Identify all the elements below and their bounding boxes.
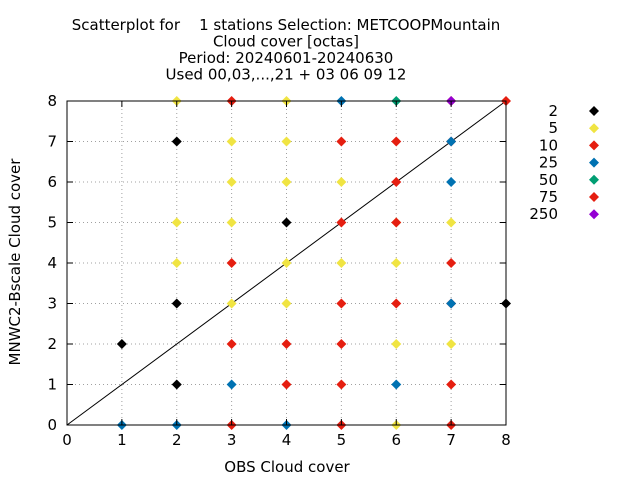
- y-tick-label: 4: [47, 254, 57, 272]
- legend-label: 5: [548, 119, 558, 137]
- chart-title: Scatterplot for 1 stations Selection: ME…: [72, 16, 501, 84]
- x-tick-label: 0: [62, 431, 72, 449]
- data-point-2: [171, 379, 182, 390]
- data-point-2: [116, 339, 127, 349]
- data-point-5: [226, 217, 237, 228]
- data-point-25: [391, 379, 402, 390]
- y-axis-label: MNWC2-Bscale Cloud cover: [6, 158, 24, 366]
- data-point-5: [336, 177, 347, 187]
- data-points: [116, 96, 511, 430]
- x-tick-labels: 0 1 2 3 4 5 6 7 8: [62, 431, 511, 449]
- data-point-10: [446, 379, 457, 390]
- data-point-25: [446, 136, 457, 147]
- data-point-5: [446, 339, 457, 349]
- data-point-5: [446, 217, 457, 228]
- title-line-3: Period: 20240601-20240630: [179, 49, 394, 67]
- data-point-75: [391, 177, 402, 187]
- x-tick-label: 4: [282, 431, 292, 449]
- data-point-10: [391, 298, 402, 309]
- x-tick-label: 2: [172, 431, 182, 449]
- legend-marker: [589, 140, 599, 151]
- y-tick-label: 7: [47, 133, 57, 151]
- data-point-2: [281, 217, 292, 228]
- data-point-5: [226, 298, 237, 309]
- x-tick-label: 5: [337, 431, 347, 449]
- title-line-2: Cloud cover [octas]: [213, 33, 359, 51]
- data-point-10: [226, 339, 237, 349]
- x-tick-label: 7: [446, 431, 456, 449]
- x-tick-label: 8: [501, 431, 511, 449]
- y-tick-label: 8: [47, 92, 57, 110]
- data-point-10: [336, 339, 347, 349]
- legend-label: 250: [529, 205, 558, 223]
- data-point-5: [281, 177, 292, 187]
- data-point-25: [226, 379, 237, 390]
- x-tick-label: 6: [391, 431, 401, 449]
- data-point-5: [226, 136, 237, 147]
- data-point-5: [391, 258, 402, 268]
- legend-label: 25: [539, 154, 558, 172]
- data-point-10: [336, 298, 347, 309]
- data-point-75: [391, 217, 402, 228]
- legend-marker: [589, 174, 599, 185]
- data-point-5: [281, 136, 292, 147]
- data-point-2: [171, 136, 182, 147]
- data-point-5: [226, 177, 237, 187]
- data-point-10: [336, 136, 347, 147]
- y-tick-label: 3: [47, 295, 57, 313]
- data-point-25: [446, 298, 457, 309]
- data-point-10: [446, 258, 457, 268]
- data-point-10: [336, 379, 347, 390]
- y-tick-labels: 0 1 2 3 4 5 6 7 8: [47, 92, 57, 434]
- data-point-5: [391, 339, 402, 349]
- legend-label: 2: [548, 102, 558, 120]
- data-point-10: [281, 339, 292, 349]
- x-tick-label: 3: [227, 431, 237, 449]
- data-point-2: [171, 298, 182, 309]
- legend-marker: [589, 192, 599, 202]
- data-point-10: [391, 136, 402, 147]
- data-point-25: [446, 177, 457, 187]
- title-line-1: Scatterplot for 1 stations Selection: ME…: [72, 16, 501, 34]
- legend-label: 10: [539, 136, 558, 154]
- data-point-5: [336, 258, 347, 268]
- title-line-4: Used 00,03,...,21 + 03 06 09 12: [166, 66, 407, 84]
- x-tick-label: 1: [117, 431, 127, 449]
- data-point-5: [281, 258, 292, 268]
- data-point-5: [281, 298, 292, 309]
- y-tick-label: 5: [47, 214, 57, 232]
- legend-marker: [589, 157, 599, 168]
- data-point-5: [171, 258, 182, 268]
- legend-marker: [589, 123, 599, 134]
- data-point-10: [336, 217, 347, 228]
- y-tick-label: 6: [47, 173, 57, 191]
- axis-ticks: [66, 100, 507, 426]
- data-point-10: [281, 379, 292, 390]
- y-tick-label: 0: [47, 416, 57, 434]
- legend-label: 50: [539, 171, 558, 189]
- legend-marker: [589, 209, 599, 220]
- y-tick-label: 2: [47, 335, 57, 353]
- x-axis-label: OBS Cloud cover: [224, 458, 350, 476]
- data-point-5: [171, 217, 182, 228]
- data-point-10: [226, 258, 237, 268]
- y-tick-label: 1: [47, 376, 57, 394]
- legend-marker: [589, 106, 599, 116]
- legend-label: 75: [539, 188, 558, 206]
